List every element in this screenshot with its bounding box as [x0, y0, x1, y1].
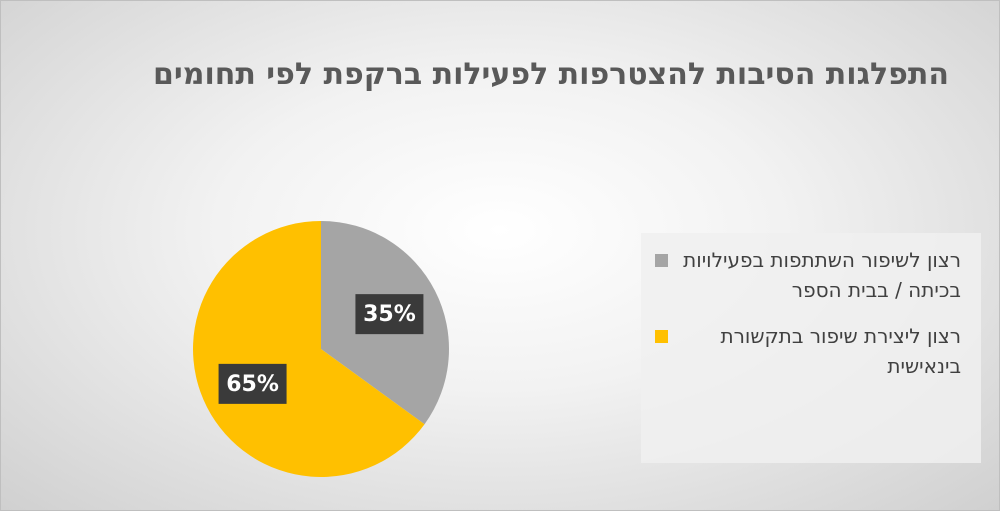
data-label-box	[218, 363, 287, 404]
legend-label: רצון לשיפור השתתפות בפעילויות בכיתה / בב…	[683, 248, 961, 302]
legend: רצון לשיפור השתתפות בפעילויות בכיתה / בב…	[641, 233, 981, 463]
chart-title: התפלגות הסיבות להצטרפות לפעילות ברקפת לפ…	[153, 57, 949, 92]
data-label: 35%	[363, 302, 416, 327]
legend-item: רצון ליצירת שיפור בתקשורת בינאישית	[655, 321, 961, 381]
data-label-box	[355, 294, 424, 335]
data-label: 65%	[226, 372, 279, 397]
legend-label: רצון ליצירת שיפור בתקשורת בינאישית	[720, 324, 961, 378]
pie-plot: 35% 65%	[192, 221, 449, 478]
legend-swatch	[655, 254, 668, 267]
legend-swatch	[655, 330, 668, 343]
pie-slice	[192, 221, 425, 478]
legend-item: רצון לשיפור השתתפות בפעילויות בכיתה / בב…	[655, 245, 961, 305]
